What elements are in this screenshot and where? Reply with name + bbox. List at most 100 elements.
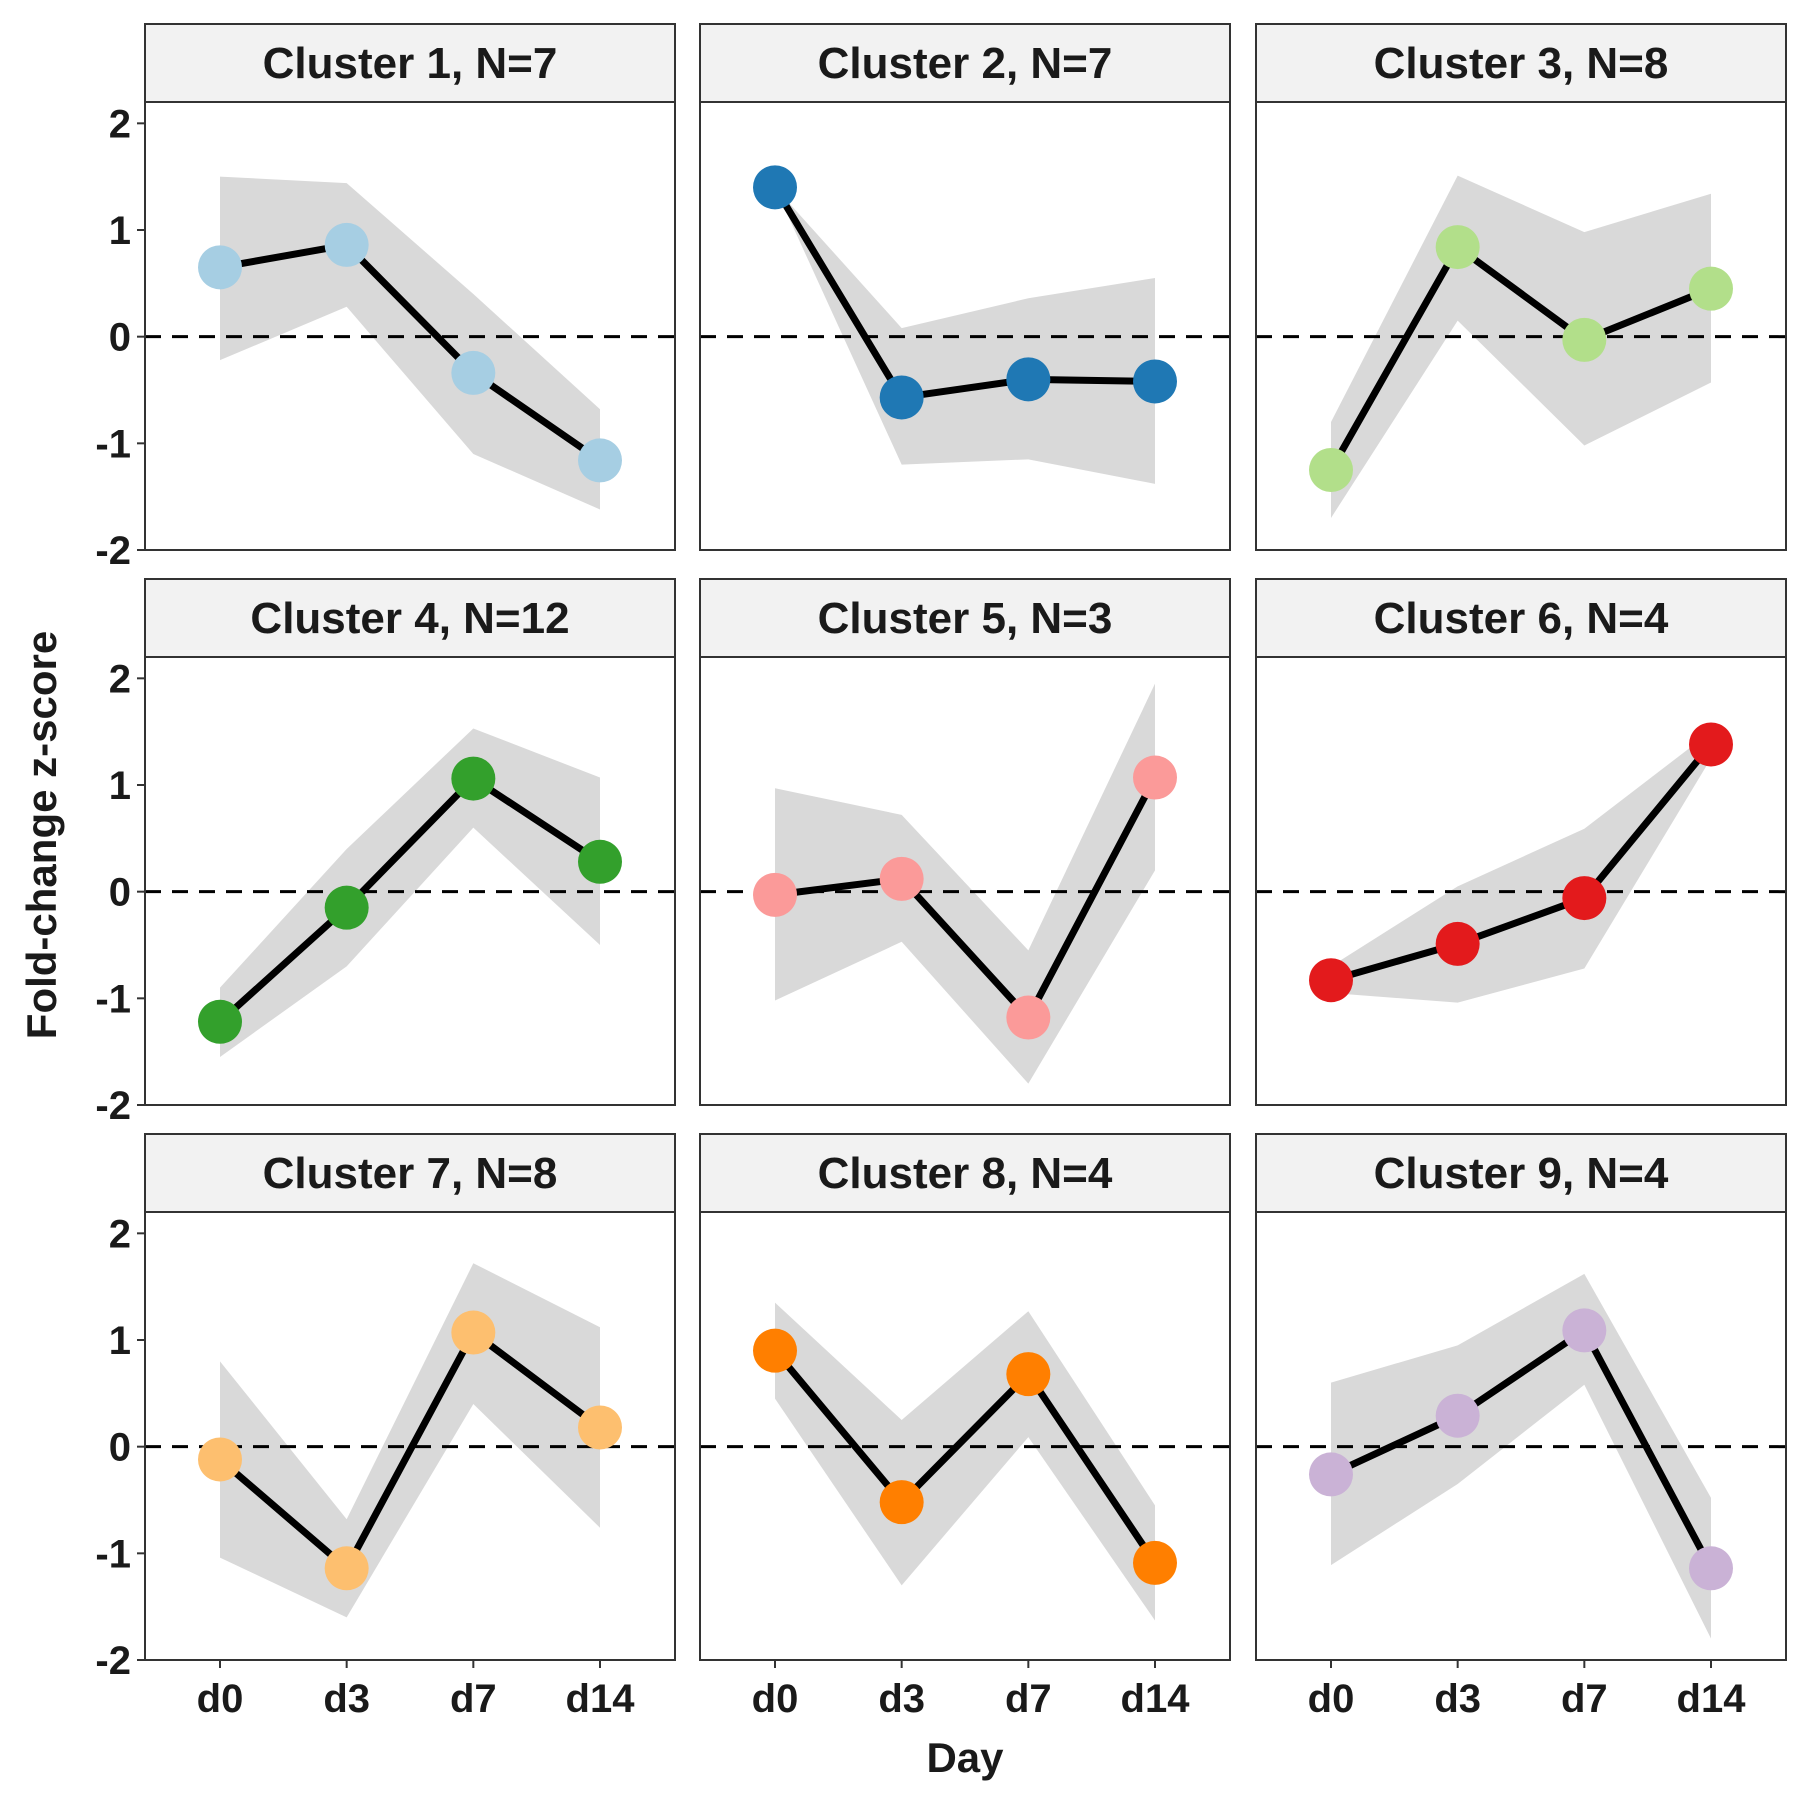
x-tick-label: d3 xyxy=(1434,1677,1481,1721)
x-tick-label: d14 xyxy=(566,1677,636,1721)
series-line xyxy=(1327,243,1713,472)
confidence-band xyxy=(220,728,600,1057)
y-tick-label: -2 xyxy=(95,1084,131,1128)
y-tick-label: 0 xyxy=(109,871,131,915)
panel-title: Cluster 4, N=12 xyxy=(250,594,569,643)
data-point xyxy=(1689,266,1733,311)
panel-border xyxy=(144,656,676,1106)
panel-strip xyxy=(699,1133,1231,1213)
data-point xyxy=(753,1328,797,1373)
data-point xyxy=(1309,1452,1353,1497)
y-tick-label: -2 xyxy=(95,529,131,573)
data-point xyxy=(1562,1308,1607,1353)
x-tick-label: d7 xyxy=(450,1677,497,1721)
series-line xyxy=(774,775,1159,1022)
x-tick-label: d0 xyxy=(197,1677,244,1721)
y-tick-label: 1 xyxy=(109,209,131,253)
x-tick-label: d3 xyxy=(323,1677,370,1721)
x-tick-label: d0 xyxy=(1308,1677,1355,1721)
series-line xyxy=(217,775,602,1025)
confidence-band xyxy=(775,1302,1155,1621)
panel-border xyxy=(699,101,1231,551)
x-axis-title: Day xyxy=(926,1734,1004,1781)
data-point xyxy=(1006,1352,1051,1397)
x-tick-label: d14 xyxy=(1677,1677,1747,1721)
x-tick-label: d0 xyxy=(752,1677,799,1721)
data-point xyxy=(578,1405,622,1450)
data-point xyxy=(578,839,622,884)
confidence-band xyxy=(775,187,1155,484)
data-point xyxy=(1689,722,1733,767)
confidence-band xyxy=(220,1263,600,1618)
y-tick-label: 2 xyxy=(109,657,131,701)
confidence-band xyxy=(1331,1273,1711,1639)
data-point xyxy=(879,856,924,901)
data-point xyxy=(324,1546,369,1591)
data-point xyxy=(1133,755,1177,800)
data-point xyxy=(1562,876,1607,921)
panel-strip xyxy=(1255,23,1787,103)
panel-border xyxy=(699,656,1231,1106)
y-tick-label: 2 xyxy=(109,1212,131,1256)
series-line xyxy=(1330,742,1714,984)
facet-panel: Cluster 5, N=3 xyxy=(699,578,1231,1106)
facet-panel: Cluster 3, N=8 xyxy=(1255,23,1787,551)
data-point xyxy=(198,245,242,290)
data-point xyxy=(324,885,369,930)
series-line xyxy=(1329,1326,1715,1570)
data-point xyxy=(1562,317,1607,362)
data-point xyxy=(1309,448,1353,492)
series-line xyxy=(772,185,1156,401)
data-point xyxy=(1435,1393,1480,1438)
y-tick-label: 1 xyxy=(109,764,131,808)
data-point xyxy=(1133,1540,1177,1585)
y-tick-label: 2 xyxy=(109,102,131,146)
confidence-band xyxy=(1331,175,1711,518)
panel-title: Cluster 7, N=8 xyxy=(263,1149,558,1198)
panel-strip xyxy=(144,578,676,658)
data-point xyxy=(451,756,496,801)
data-point xyxy=(451,1310,496,1355)
panel-title: Cluster 3, N=8 xyxy=(1374,39,1669,88)
panel-border xyxy=(144,101,676,551)
y-tick-label: 1 xyxy=(109,1319,131,1363)
data-point xyxy=(879,1480,924,1525)
data-point xyxy=(1006,357,1051,402)
data-point xyxy=(451,350,496,395)
y-axis-title: Fold-change z-score xyxy=(18,631,65,1039)
data-point xyxy=(198,999,242,1044)
panel-title: Cluster 8, N=4 xyxy=(818,1149,1113,1198)
data-point xyxy=(324,222,369,267)
data-point xyxy=(1309,958,1353,1003)
data-point xyxy=(578,438,622,483)
panel-title: Cluster 5, N=3 xyxy=(818,594,1113,643)
panel-border xyxy=(144,1211,676,1661)
y-tick-label: -1 xyxy=(95,1532,131,1576)
x-tick-label: d7 xyxy=(1005,1677,1052,1721)
data-point xyxy=(1435,225,1480,270)
data-point xyxy=(198,1437,242,1482)
panel-strip xyxy=(144,23,676,103)
confidence-band xyxy=(1331,731,1711,1003)
confidence-band xyxy=(220,176,600,510)
series-line xyxy=(219,241,602,464)
y-tick-label: -1 xyxy=(95,422,131,466)
facet-panel: Cluster 2, N=7 xyxy=(699,23,1231,551)
y-tick-label: -1 xyxy=(95,977,131,1021)
panel-title: Cluster 1, N=7 xyxy=(263,39,558,88)
panel-border xyxy=(1255,101,1787,551)
panels-layer: Cluster 1, N=7 2 1 0 -1 -2 Cluster 2, N=7 Clust… xyxy=(95,23,1787,1721)
y-tick-label: -2 xyxy=(95,1639,131,1683)
facet-panel: Cluster 4, N=12 2 1 0 -1 -2 xyxy=(95,578,676,1128)
data-point xyxy=(753,165,797,210)
panel-border xyxy=(1255,656,1787,1106)
panel-title: Cluster 9, N=4 xyxy=(1374,1149,1669,1198)
data-point xyxy=(1006,995,1051,1040)
facet-panel: Cluster 7, N=8 2 1 0 -1 -2 d0 d3 d7 d14 xyxy=(95,1133,676,1721)
panel-strip xyxy=(144,1133,676,1213)
data-point xyxy=(1133,359,1177,404)
series-line xyxy=(772,1348,1158,1565)
panel-strip xyxy=(699,578,1231,658)
x-tick-label: d3 xyxy=(878,1677,925,1721)
